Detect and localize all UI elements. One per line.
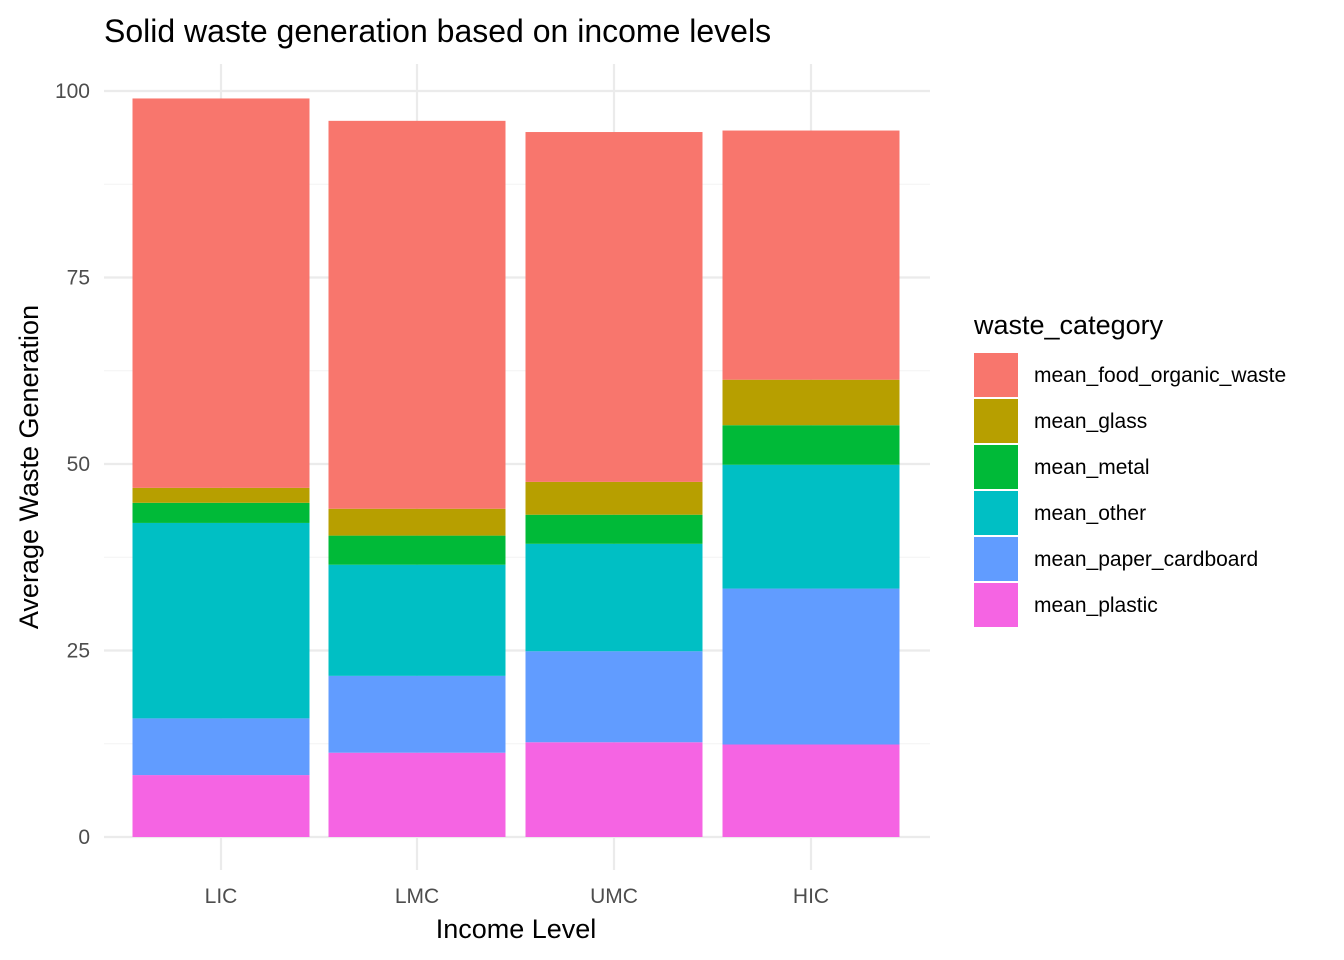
chart-title: Solid waste generation based on income l…	[104, 13, 771, 49]
x-tick-label: UMC	[590, 885, 638, 908]
bar-segment-umc-mean-other	[525, 543, 703, 652]
bar-segment-hic-mean-paper-cardboard	[722, 588, 900, 745]
bar-segment-lmc-mean-glass	[328, 508, 506, 536]
legend-key	[974, 583, 1018, 627]
legend-key	[974, 399, 1018, 443]
legend-key	[974, 537, 1018, 581]
y-tick-label: 25	[67, 640, 90, 663]
y-tick-label: 75	[67, 267, 90, 290]
bar-segment-lic-mean-plastic	[132, 775, 310, 837]
bar-segment-umc-mean-metal	[525, 514, 703, 544]
y-tick-label: 0	[78, 826, 90, 849]
bar-segment-hic-mean-plastic	[722, 744, 900, 837]
legend-label: mean_other	[1034, 502, 1146, 525]
legend-key	[974, 491, 1018, 535]
bar-segment-hic-mean-other	[722, 464, 900, 589]
bar-segment-lmc-mean-plastic	[328, 752, 506, 837]
bar-segment-hic-mean-metal	[722, 425, 900, 465]
x-tick-label: HIC	[793, 885, 829, 908]
bar-segment-lmc-mean-food-organic-waste	[328, 120, 506, 509]
legend-key	[974, 353, 1018, 397]
bar-segment-umc-mean-paper-cardboard	[525, 651, 703, 743]
bar-segment-umc-mean-glass	[525, 481, 703, 515]
legend-key	[974, 445, 1018, 489]
bar-segment-lmc-mean-metal	[328, 535, 506, 565]
bar-segment-lic-mean-food-organic-waste	[132, 98, 310, 488]
legend-title: waste_category	[973, 310, 1164, 340]
bar-segment-lmc-mean-paper-cardboard	[328, 675, 506, 753]
bar-segment-lic-mean-metal	[132, 502, 310, 523]
y-axis-title: Average Waste Generation	[14, 305, 44, 629]
bar-segment-umc-mean-food-organic-waste	[525, 132, 703, 482]
bar-segment-hic-mean-glass	[722, 379, 900, 426]
x-tick-label: LIC	[205, 885, 238, 908]
legend-label: mean_paper_cardboard	[1034, 548, 1258, 571]
bar-segment-umc-mean-plastic	[525, 742, 703, 837]
bar-segment-lic-mean-glass	[132, 487, 310, 503]
x-axis-title: Income Level	[436, 914, 597, 944]
legend-label: mean_metal	[1034, 456, 1150, 479]
y-tick-label: 100	[55, 80, 90, 103]
x-tick-label: LMC	[395, 885, 439, 908]
legend-label: mean_glass	[1034, 410, 1147, 433]
legend-label: mean_plastic	[1034, 594, 1158, 617]
y-tick-label: 50	[67, 453, 90, 476]
bars	[132, 98, 900, 837]
legend: waste_category mean_food_organic_wasteme…	[973, 310, 1286, 627]
bar-segment-lmc-mean-other	[328, 564, 506, 676]
x-axis-ticks: LIC LMC UMC HIC	[205, 885, 829, 908]
bar-segment-lic-mean-other	[132, 522, 310, 719]
bar-segment-hic-mean-food-organic-waste	[722, 130, 900, 380]
y-axis-ticks: 0 25 50 75 100	[55, 80, 90, 849]
legend-label: mean_food_organic_waste	[1034, 364, 1286, 387]
bar-segment-lic-mean-paper-cardboard	[132, 718, 310, 776]
